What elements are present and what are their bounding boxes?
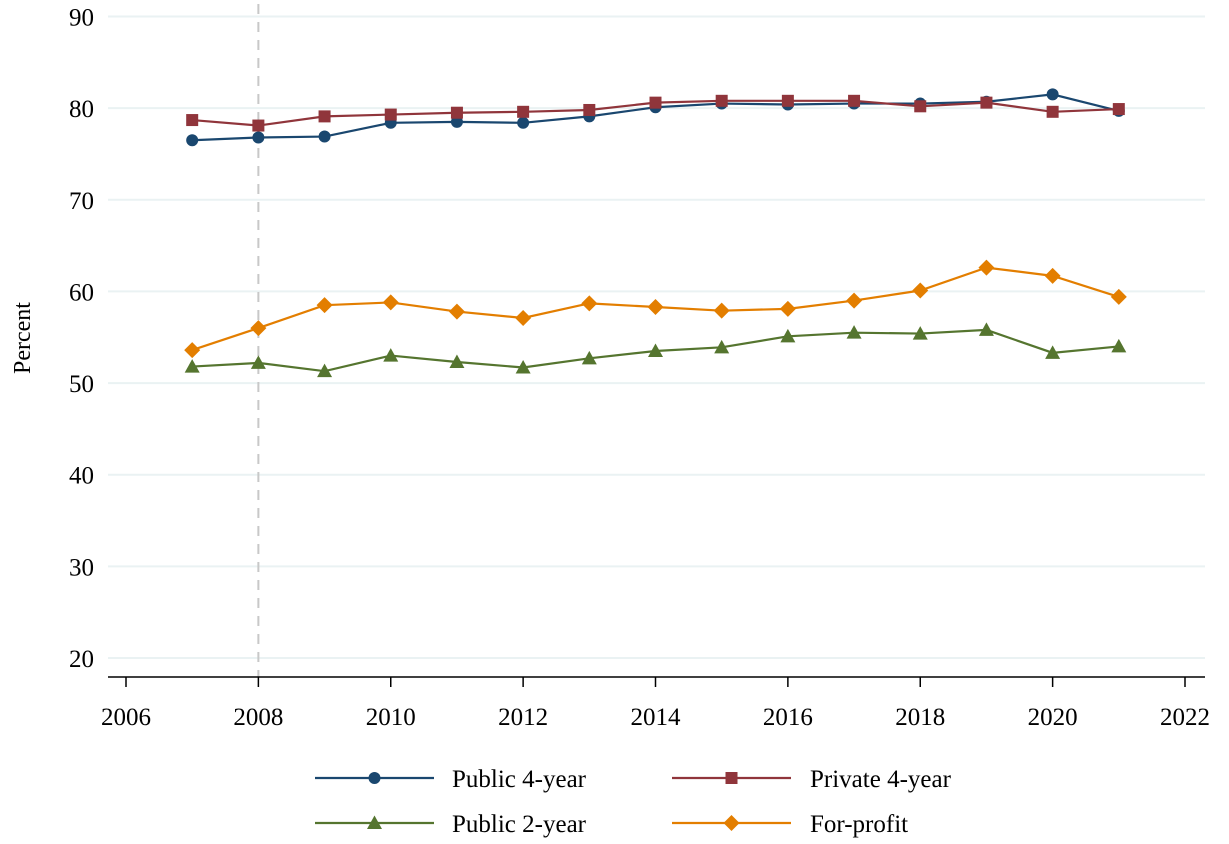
axes: 20 30 40 50 60 70 80 90 2006 2008 2010 2012 2014 2016… [69,5,1210,732]
legend-label-public-4-year: Public 4-year [452,766,587,793]
x-tick-label: 2018 [895,704,945,731]
data-point-public-2-year [1045,345,1061,359]
data-point-private-4-year [186,114,199,127]
data-point-private-4-year [1112,103,1125,116]
data-point-public-2-year [449,354,465,368]
data-point-public-2-year [648,343,663,357]
data-point-for-profit [713,302,730,319]
y-tick-label: 80 [69,96,94,123]
data-point-for-profit [515,310,532,327]
gridlines [108,15,1205,659]
legend: Public 4-year Private 4-year Public 2-year… [315,766,952,838]
data-point-public-4-year [450,115,463,128]
data-point-public-2-year [250,355,266,369]
y-tick-label: 60 [69,279,94,306]
data-point-public-2-year [184,359,200,373]
data-point-for-profit [382,294,399,311]
data-point-public-2-year [581,350,597,365]
data-point-for-profit [1044,267,1061,284]
data-point-private-4-year [715,94,728,107]
data-point-for-profit [978,259,995,276]
data-point-private-4-year [517,105,530,118]
data-point-public-2-year [714,339,730,354]
data-point-private-4-year [1046,105,1059,118]
data-point-public-4-year [186,134,199,147]
x-tick-label: 2010 [366,704,416,731]
data-point-for-profit [250,320,267,337]
data-point-public-2-year [515,359,531,374]
data-point-for-profit [316,297,333,314]
data-point-public-4-year [517,116,530,129]
legend-marker-for-profit [723,815,740,831]
data-point-public-4-year [1046,88,1059,101]
x-tick-label: 2016 [763,704,813,731]
data-point-for-profit [912,282,929,299]
y-tick-label: 90 [69,5,94,32]
data-point-for-profit [581,295,598,312]
data-point-private-4-year [649,96,662,109]
legend-marker-private-4-year [725,772,738,784]
y-axis-title: Percent [10,302,36,374]
data-point-private-4-year [583,103,596,116]
legend-marker-public-2-year [367,815,382,829]
x-tick-label: 2014 [631,704,682,731]
data-point-private-4-year [980,96,993,109]
data-point-private-4-year [914,100,927,113]
data-point-private-4-year [384,108,397,121]
legend-label-private-4-year: Private 4-year [810,766,952,793]
data-point-for-profit [184,342,201,359]
data-point-private-4-year [318,110,331,123]
series-group [184,88,1127,378]
y-tick-label: 70 [69,188,94,215]
x-tick-label: 2022 [1160,704,1210,731]
x-tick-label: 2012 [498,704,548,731]
data-point-private-4-year [848,94,861,107]
y-tick-label: 40 [69,463,94,490]
y-tick-label: 50 [69,371,94,398]
data-point-for-profit [647,299,664,316]
legend-label-public-2-year: Public 2-year [452,811,587,838]
data-point-private-4-year [781,94,794,107]
data-point-public-2-year [978,322,994,336]
x-tick-label: 2006 [101,704,151,731]
data-point-for-profit [448,303,465,320]
data-point-public-2-year [317,363,333,378]
data-point-for-profit [1110,288,1127,305]
data-point-public-4-year [318,130,331,143]
data-point-public-2-year [383,348,399,362]
data-point-public-2-year [1111,338,1127,353]
data-point-public-2-year [912,326,928,340]
legend-marker-public-4-year [368,772,381,784]
x-tick-label: 2020 [1028,704,1078,731]
data-point-public-4-year [252,131,265,144]
data-point-public-2-year [846,325,862,339]
data-point-for-profit [779,300,796,317]
data-point-private-4-year [450,106,463,119]
y-tick-label: 30 [69,554,94,581]
y-tick-label: 20 [69,646,94,673]
data-point-public-2-year [780,328,796,343]
data-point-for-profit [846,292,863,309]
data-point-private-4-year [252,119,265,132]
legend-label-for-profit: For-profit [810,811,908,838]
x-tick-label: 2008 [233,704,283,731]
